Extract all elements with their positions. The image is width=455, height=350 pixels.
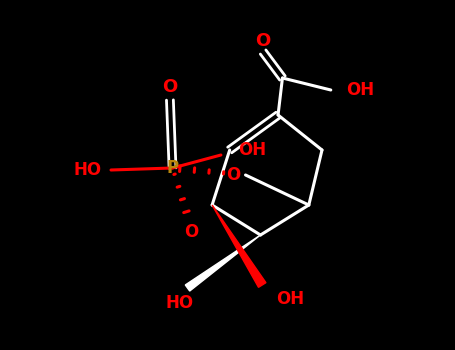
Polygon shape (185, 235, 260, 291)
Text: OH: OH (238, 141, 267, 159)
Text: OH: OH (346, 81, 374, 99)
Text: HO: HO (74, 161, 101, 179)
Polygon shape (212, 205, 266, 287)
Text: HO: HO (166, 294, 194, 312)
Text: P: P (167, 159, 179, 177)
Text: O: O (184, 223, 198, 241)
Text: O: O (255, 32, 271, 50)
Text: O: O (226, 166, 241, 184)
Text: OH: OH (276, 290, 304, 308)
Text: O: O (162, 78, 177, 97)
